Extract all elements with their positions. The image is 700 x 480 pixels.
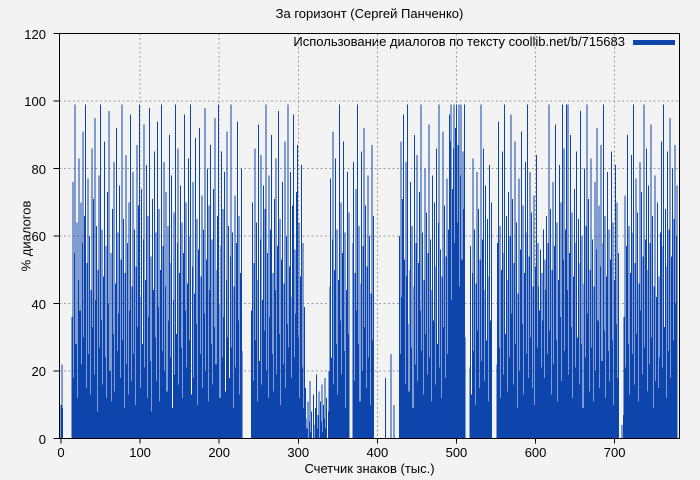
legend-label: Использование диалогов по тексту coollib… [293, 34, 625, 49]
x-tick-label: 500 [445, 445, 468, 460]
bars-series [60, 104, 678, 439]
x-tick-label: 700 [603, 445, 626, 460]
y-tick-label: 120 [24, 26, 46, 42]
y-tick-label: 0 [38, 431, 46, 447]
x-tick-label: 400 [366, 445, 389, 460]
axis-ticks [53, 33, 616, 444]
y-tick-label: 60 [31, 229, 46, 244]
x-tick-label: 0 [57, 445, 65, 460]
y-tick-label: 40 [31, 296, 46, 312]
x-tick-label: 300 [287, 445, 310, 460]
legend: Использование диалогов по тексту coollib… [293, 35, 675, 49]
y-tick-label: 100 [24, 94, 46, 109]
x-tick-label: 200 [208, 445, 231, 460]
x-tick-label: 600 [524, 445, 547, 460]
legend-swatch [633, 39, 675, 45]
y-tick-label: 20 [31, 364, 46, 379]
x-axis-title: Счетчик знаков (тыс.) [304, 461, 435, 476]
y-tick-label: 80 [31, 161, 46, 177]
chart-title: За горизонт (Сергей Панченко) [275, 6, 464, 21]
x-tick-label: 100 [129, 445, 151, 460]
